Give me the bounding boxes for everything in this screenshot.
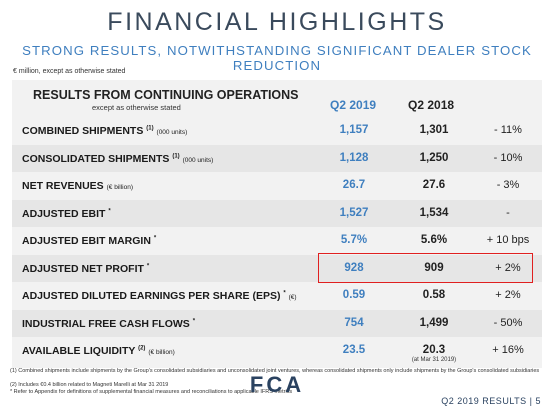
- value-q2-2018: 0.58: [422, 289, 446, 301]
- table-row: COMBINED SHIPMENTS (1) (000 units) 1,157 1…: [12, 117, 542, 144]
- row-unit: (000 units): [156, 129, 188, 136]
- slide-subtitle: STRONG RESULTS, NOTWITHSTANDING SIGNIFIC…: [22, 43, 532, 73]
- row-label-footnote-marker: *: [283, 290, 286, 297]
- value-q2-2018: 1,301: [419, 124, 449, 136]
- row-label-text: ADJUSTED EBIT: [22, 207, 106, 220]
- footnote-3: * Refer to Appendix for definitions of s…: [10, 389, 293, 395]
- value-q2-2019: 754: [344, 316, 364, 329]
- row-label-text: INDUSTRIAL FREE CASH FLOWS: [22, 317, 190, 330]
- value-q2-2019: 0.59: [342, 289, 366, 301]
- row-label-footnote-marker: (1): [172, 153, 180, 159]
- value-q2-2018-note: (at Mar 31 2019): [411, 357, 457, 363]
- row-unit: (€ billion): [148, 349, 175, 356]
- row-unit: (000 units): [182, 156, 214, 164]
- section-title: RESULTS FROM CONTINUING OPERATIONS: [33, 88, 299, 102]
- change-value: - 3%: [496, 179, 520, 191]
- value-q2-2019: 1,527: [339, 206, 369, 219]
- value-q2-2019: 928: [344, 261, 364, 274]
- column-header-q2-2019: Q2 2019: [330, 98, 377, 112]
- row-label-footnote-marker: *: [153, 235, 157, 242]
- row-label-text: ADJUSTED NET PROFIT: [22, 262, 144, 275]
- change-value: - 11%: [494, 124, 522, 136]
- value-q2-2018: 5.6%: [420, 234, 448, 246]
- change-value: - 50%: [493, 316, 523, 329]
- value-q2-2018: 1,534: [419, 206, 449, 219]
- row-label: ADJUSTED DILUTED EARNINGS PER SHARE (EPS…: [22, 290, 297, 302]
- slide-title: FINANCIAL HIGHLIGHTS: [107, 8, 447, 36]
- value-q2-2018: 1,250: [419, 151, 449, 164]
- row-label-text: ADJUSTED EBIT MARGIN: [22, 235, 151, 247]
- row-label: COMBINED SHIPMENTS (1) (000 units): [22, 125, 187, 137]
- footnote-1: (1) Combined shipments include shipments…: [10, 368, 540, 374]
- row-label-footnote-marker: (2): [138, 345, 146, 352]
- row-label: INDUSTRIAL FREE CASH FLOWS *: [22, 318, 195, 330]
- footnote-2: (2) Includes €0.4 billion related to Mag…: [10, 382, 169, 388]
- row-label-footnote-marker: (1): [146, 125, 154, 132]
- row-label-footnote-marker: *: [108, 208, 111, 214]
- value-q2-2018: 1,499: [419, 316, 449, 329]
- row-label-text: CONSOLIDATED SHIPMENTS: [22, 152, 170, 165]
- row-label-text: NET REVENUES: [22, 180, 104, 192]
- table-row: ADJUSTED DILUTED EARNINGS PER SHARE (EPS…: [12, 282, 542, 309]
- change-value: - 10%: [493, 151, 523, 164]
- value-q2-2018: 909: [424, 261, 444, 274]
- table-row: ADJUSTED NET PROFIT * 928 909 + 2%: [12, 254, 542, 282]
- row-label: ADJUSTED EBIT MARGIN *: [22, 235, 156, 247]
- row-label-text: AVAILABLE LIQUIDITY: [22, 345, 136, 357]
- units-note: € million, except as otherwise stated: [13, 68, 126, 75]
- page-footer-label: Q2 2019 RESULTS | 5: [441, 396, 541, 406]
- row-label: CONSOLIDATED SHIPMENTS (1) (000 units): [22, 153, 213, 165]
- change-value: + 10 bps: [486, 234, 530, 246]
- change-value: + 2%: [495, 261, 521, 274]
- fca-logo: FCA: [249, 372, 305, 397]
- table-row: ADJUSTED EBIT MARGIN * 5.7% 5.6% + 10 bps: [12, 227, 542, 254]
- table-row: CONSOLIDATED SHIPMENTS (1) (000 units) 1,…: [12, 144, 542, 172]
- row-label-text: ADJUSTED DILUTED EARNINGS PER SHARE (EPS…: [22, 290, 281, 302]
- row-label: AVAILABLE LIQUIDITY (2) (€ billion): [22, 345, 175, 357]
- column-header-q2-2018: Q2 2018: [408, 98, 455, 112]
- value-q2-2018: 27.6: [422, 179, 446, 191]
- table-row: NET REVENUES (€ billion) 26.7 27.6 - 3%: [12, 172, 542, 199]
- value-q2-2019: 5.7%: [340, 234, 368, 246]
- change-value: -: [506, 206, 510, 219]
- change-value: + 16%: [492, 344, 524, 356]
- value-q2-2019: 23.5: [342, 344, 366, 356]
- value-q2-2019: 26.7: [342, 179, 366, 191]
- row-unit: (€ billion): [106, 184, 133, 191]
- table-row: AVAILABLE LIQUIDITY (2) (€ billion) 23.5 2…: [12, 337, 542, 364]
- row-label-footnote-marker: *: [192, 318, 196, 324]
- value-q2-2019: 1,157: [339, 124, 369, 136]
- row-unit: (€): [288, 294, 297, 301]
- row-label-text: COMBINED SHIPMENTS: [22, 125, 144, 137]
- row-label: ADJUSTED EBIT *: [22, 208, 111, 220]
- row-label-footnote-marker: *: [146, 263, 150, 269]
- value-q2-2018: 20.3: [422, 344, 446, 356]
- table-row: INDUSTRIAL FREE CASH FLOWS * 754 1,499 - 50…: [12, 309, 542, 337]
- change-value: + 2%: [495, 289, 521, 301]
- value-q2-2019: 1,128: [339, 151, 369, 164]
- adjusted-net-profit-highlight: [318, 253, 533, 283]
- row-label: ADJUSTED NET PROFIT *: [22, 263, 149, 275]
- section-subtitle: except as otherwise stated: [92, 103, 181, 112]
- row-label: NET REVENUES (€ billion): [22, 180, 133, 192]
- table-row: ADJUSTED EBIT * 1,527 1,534 -: [12, 199, 542, 227]
